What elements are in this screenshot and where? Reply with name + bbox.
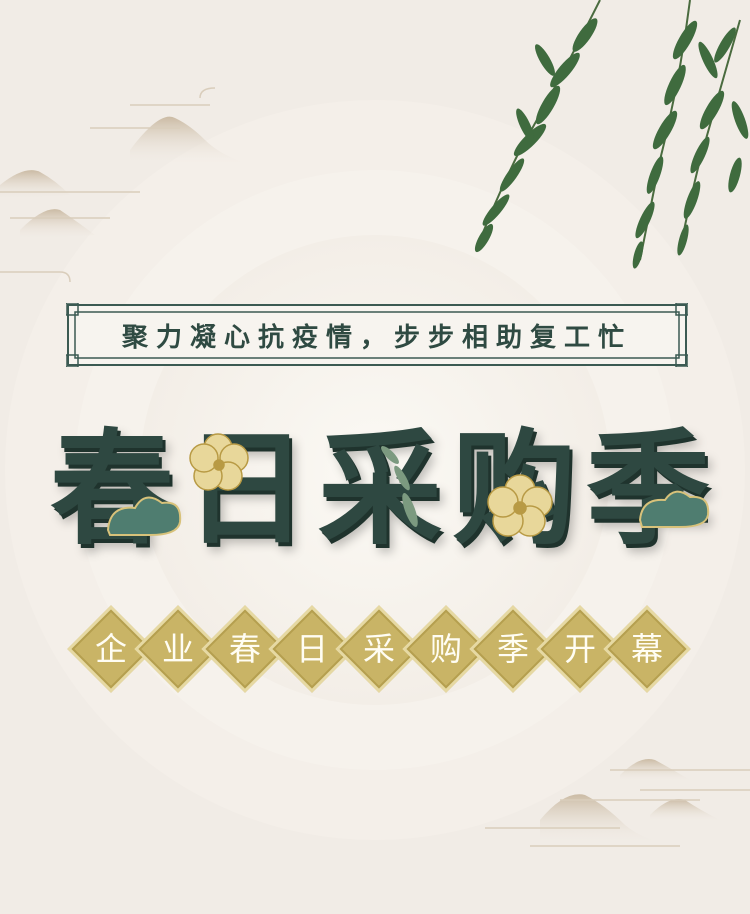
subtitle-char-3: 春 bbox=[228, 630, 261, 668]
mountains-left-icon bbox=[0, 87, 250, 283]
subtitle-banner: 企 业 春 日 采 购 季 开 幕 bbox=[66, 603, 691, 695]
subtitle-char-6: 购 bbox=[429, 630, 462, 668]
title-char-2: 日 bbox=[183, 417, 308, 562]
mountains-right-icon bbox=[485, 759, 750, 847]
subtitle-char-8: 开 bbox=[563, 630, 596, 668]
subtitle-char-7: 季 bbox=[496, 630, 529, 668]
main-title: 春 日 采 购 季 bbox=[50, 420, 710, 560]
title-char-5: 季 bbox=[585, 417, 710, 562]
title-char-1: 春 bbox=[50, 417, 175, 562]
title-char-4: 购 bbox=[451, 417, 576, 562]
title-char-3: 采 bbox=[317, 417, 442, 562]
tagline: 聚力凝心抗疫情，步步相助复工忙 bbox=[121, 322, 632, 353]
subtitle-char-1: 企 bbox=[94, 630, 127, 668]
subtitle-char-2: 业 bbox=[161, 630, 194, 668]
subtitle-char-9: 幕 bbox=[630, 630, 663, 668]
subtitle-char-4: 日 bbox=[295, 630, 328, 668]
subtitle-char-5: 采 bbox=[362, 630, 395, 668]
willow-leaves-icon bbox=[474, 18, 749, 269]
tagline-frame bbox=[66, 303, 688, 367]
